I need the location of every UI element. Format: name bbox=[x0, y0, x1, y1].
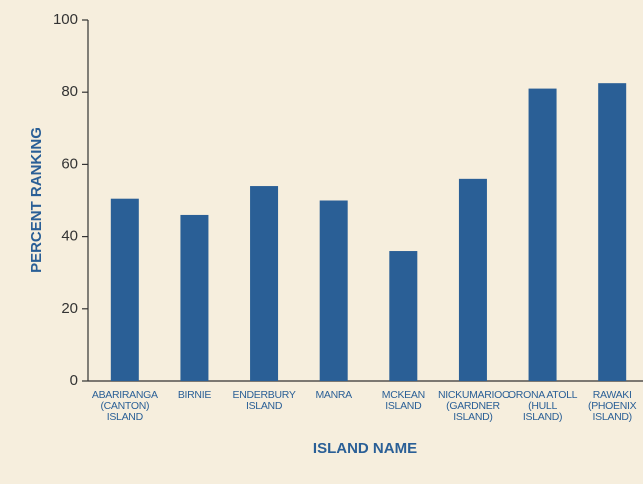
x-tick-label: MCKEAN ISLAND bbox=[381, 389, 425, 412]
x-tick-label: MANRA bbox=[315, 389, 352, 401]
x-axis-label: ISLAND NAME bbox=[313, 440, 417, 457]
bar bbox=[110, 198, 139, 381]
y-tick-label: 100 bbox=[53, 11, 78, 28]
x-tick-label: NICKUMARIOO (GARDNER ISLAND) bbox=[437, 389, 510, 423]
y-tick-label: 20 bbox=[61, 300, 78, 317]
bar bbox=[528, 88, 557, 381]
bar bbox=[180, 214, 209, 381]
x-tick-label: ABARIRANGA (CANTON) ISLAND bbox=[91, 389, 158, 423]
x-tick-label: RAWAKI (PHOENIX ISLAND) bbox=[588, 389, 637, 423]
y-axis-label: PERCENT RANKING bbox=[28, 127, 45, 273]
bar bbox=[598, 83, 627, 382]
y-tick-label: 80 bbox=[61, 83, 78, 100]
bar bbox=[389, 251, 418, 381]
bar bbox=[319, 200, 348, 381]
y-tick-label: 40 bbox=[61, 228, 78, 245]
x-tick-label: BIRNIE bbox=[177, 389, 212, 401]
x-tick-label: ORONA ATOLL (HULL ISLAND) bbox=[507, 389, 578, 423]
y-tick-label: 60 bbox=[61, 155, 78, 172]
y-tick-label: 0 bbox=[70, 372, 78, 389]
bar bbox=[250, 186, 279, 381]
bar bbox=[458, 178, 487, 381]
x-tick-label: ENDERBURY ISLAND bbox=[232, 389, 296, 412]
